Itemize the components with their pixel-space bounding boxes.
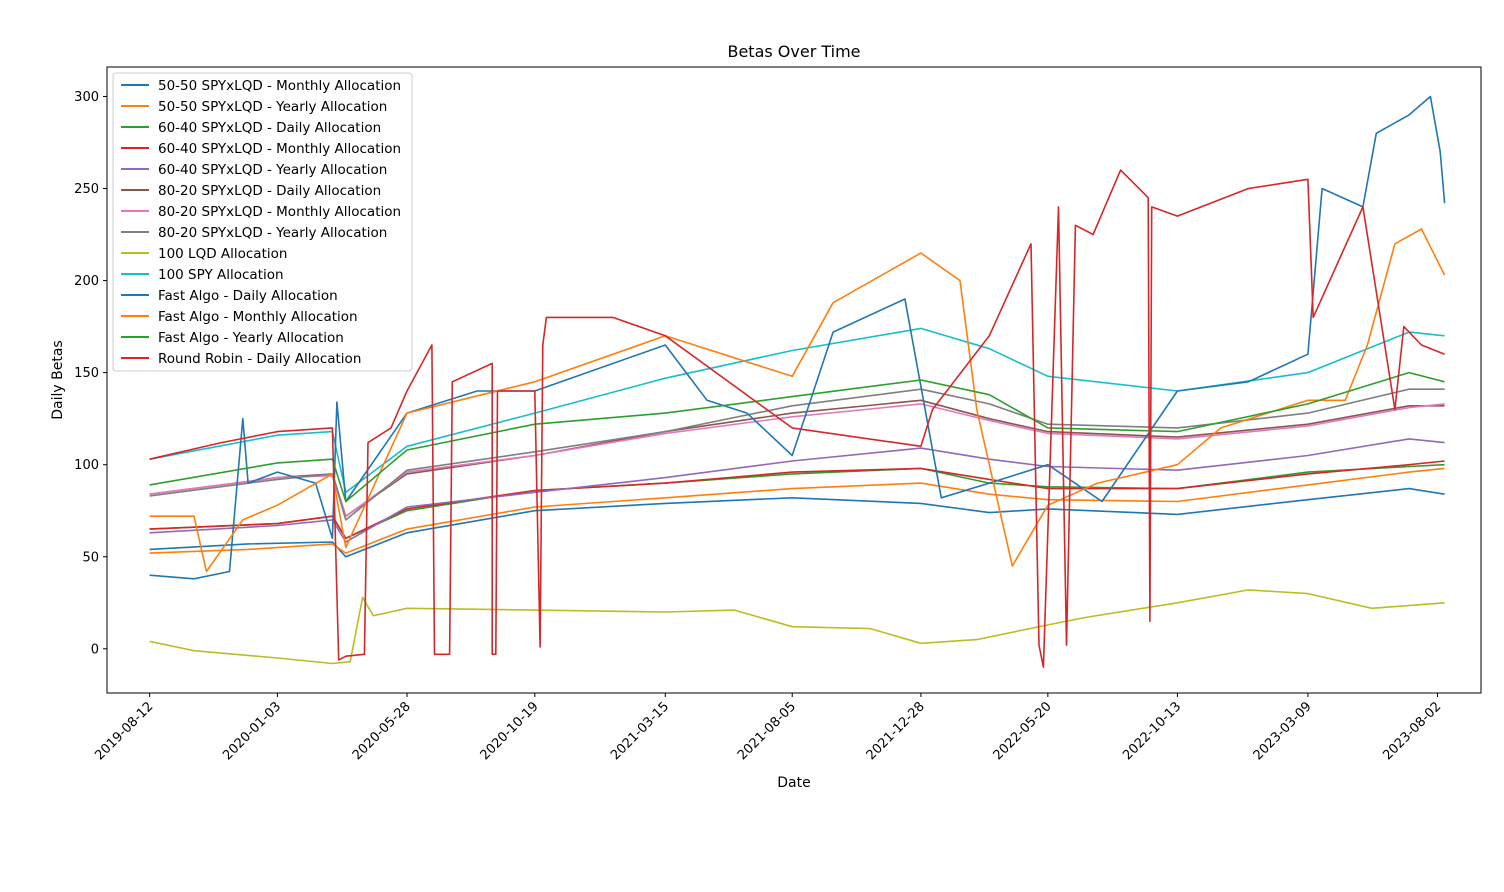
legend-label-1: 50-50 SPYxLQD - Yearly Allocation: [158, 99, 387, 115]
x-axis-label: Date: [777, 775, 810, 791]
y-tick-label-2: 100: [74, 458, 99, 473]
y-axis-label: Daily Betas: [50, 340, 66, 419]
y-tick-label-5: 250: [74, 182, 99, 197]
series-line-9: [149, 327, 1445, 494]
chart-title: Betas Over Time: [727, 42, 860, 61]
series-line-7: [149, 388, 1445, 521]
legend-label-12: Fast Algo - Yearly Allocation: [158, 330, 344, 346]
y-tick-label-3: 150: [74, 366, 99, 381]
series-line-4: [149, 438, 1445, 543]
legend-label-10: Fast Algo - Daily Allocation: [158, 288, 338, 304]
series-line-11: [149, 228, 1446, 573]
series-line-8: [149, 589, 1445, 665]
series-line-13: [149, 169, 1445, 668]
series-line-12: [149, 371, 1445, 503]
legend-label-3: 60-40 SPYxLQD - Monthly Allocation: [158, 141, 401, 157]
series-line-10: [149, 95, 1446, 580]
legend-label-11: Fast Algo - Monthly Allocation: [158, 309, 358, 325]
legend-label-4: 60-40 SPYxLQD - Yearly Allocation: [158, 162, 387, 178]
series-line-1: [149, 467, 1445, 554]
legend-label-0: 50-50 SPYxLQD - Monthly Allocation: [158, 78, 401, 94]
y-tick-label-6: 300: [74, 90, 99, 105]
legend-label-5: 80-20 SPYxLQD - Daily Allocation: [158, 183, 381, 199]
legend-label-9: 100 SPY Allocation: [158, 267, 284, 283]
plot-lines: [149, 95, 1446, 668]
legend: 50-50 SPYxLQD - Monthly Allocation 50-50 …: [112, 72, 413, 372]
y-tick-label-4: 200: [74, 274, 99, 289]
y-axis: 0 50 100 150 200 250 300: [74, 90, 107, 657]
legend-label-2: 60-40 SPYxLQD - Daily Allocation: [158, 120, 381, 136]
series-line-3: [149, 460, 1445, 540]
plot-frame: [106, 66, 1482, 694]
y-tick-label-0: 0: [91, 642, 99, 657]
y-tick-label-1: 50: [82, 550, 99, 565]
legend-label-7: 80-20 SPYxLQD - Yearly Allocation: [158, 225, 387, 241]
legend-label-13: Round Robin - Daily Allocation: [158, 351, 361, 367]
legend-box: [112, 72, 413, 372]
legend-label-6: 80-20 SPYxLQD - Monthly Allocation: [158, 204, 401, 220]
legend-label-8: 100 LQD Allocation: [158, 246, 287, 262]
